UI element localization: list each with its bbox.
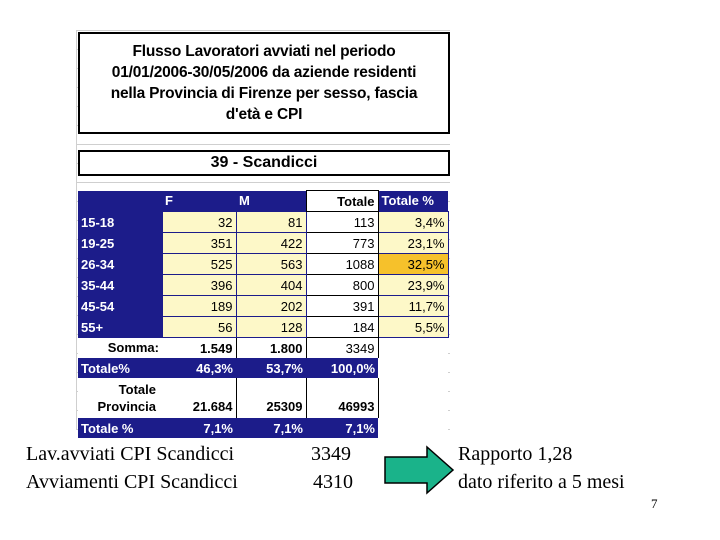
totale-provincia-empty: [378, 378, 448, 418]
header-totale: Totale: [305, 190, 379, 212]
cell-pct-highlight: 32,5%: [377, 253, 449, 275]
cell-f: 189: [161, 295, 237, 317]
totale-pct-label: Totale%: [78, 358, 162, 378]
somma-label: Somma:: [78, 337, 162, 358]
totale-provincia-label-line1: Totale: [118, 382, 156, 397]
page-number: 7: [651, 496, 658, 511]
spreadsheet-image: Flusso Lavoratori avviati nel periodo 01…: [76, 30, 450, 438]
table-row: 45-54 189 202 391 11,7%: [78, 295, 449, 317]
cell-pct: 5,5%: [377, 316, 449, 338]
totale-pct-row: Totale% 46,3% 53,7% 100,0%: [78, 358, 448, 378]
somma-m: 1.800: [236, 337, 307, 358]
table-row: 19-25 351 422 773 23,1%: [78, 232, 449, 254]
footer-values: 3349 4310: [311, 440, 353, 496]
somma-empty: [378, 337, 448, 358]
table-row: 26-34 525 563 1088 32,5%: [78, 253, 449, 275]
ratio-line2: dato riferito a 5 mesi: [458, 471, 625, 493]
cell-tot: 800: [305, 274, 379, 296]
header-totale-pct: Totale %: [378, 190, 448, 212]
table-row: 55+ 56 128 184 5,5%: [78, 316, 449, 338]
cell-pct: 23,9%: [377, 274, 449, 296]
footer-labels: Lav.avviati CPI Scandicci Avviamenti CPI…: [26, 440, 238, 496]
footer-line2-label: Avviamenti CPI Scandicci: [26, 471, 238, 493]
header-row: F M Totale Totale %: [78, 190, 448, 212]
table-subtitle-box: 39 - Scandicci: [78, 150, 450, 176]
totale-provincia-label-line2: Provincia: [97, 399, 156, 414]
right-arrow-icon: [384, 445, 455, 495]
ratio-line1: Rapporto 1,28: [458, 443, 573, 465]
footer-line1-value: 3349: [311, 443, 351, 465]
cell-tot: 391: [305, 295, 379, 317]
row-label: 45-54: [78, 295, 162, 317]
totale-pct-tot: 100,0%: [306, 358, 378, 378]
row-label: 55+: [78, 316, 162, 338]
table-title: Flusso Lavoratori avviati nel periodo 01…: [110, 43, 418, 123]
cell-f: 351: [161, 232, 237, 254]
header-blank: [78, 190, 162, 212]
cell-m: 202: [235, 295, 307, 317]
totale-pct-f: 46,3%: [162, 358, 236, 378]
totale-provincia-row: Totale Provincia 21.684 25309 46993: [78, 378, 448, 418]
cell-f: 32: [161, 211, 237, 233]
cell-f: 56: [161, 316, 237, 338]
cell-m: 81: [235, 211, 307, 233]
cell-f: 396: [161, 274, 237, 296]
header-m: M: [236, 190, 306, 212]
row-label: 15-18: [78, 211, 162, 233]
totale-pct2-m: 7,1%: [236, 418, 306, 438]
cell-tot: 773: [305, 232, 379, 254]
table-row: 35-44 396 404 800 23,9%: [78, 274, 449, 296]
cell-pct: 11,7%: [377, 295, 449, 317]
totale-pct-m: 53,7%: [236, 358, 306, 378]
row-label: 35-44: [78, 274, 162, 296]
cell-pct: 23,1%: [377, 232, 449, 254]
table-row: 15-18 32 81 113 3,4%: [78, 211, 449, 233]
cell-pct: 3,4%: [377, 211, 449, 233]
footer-ratio: Rapporto 1,28 dato riferito a 5 mesi: [458, 440, 625, 496]
data-table: F M Totale Totale % 15-18 32 81 113 3,4%…: [78, 190, 449, 438]
cell-tot: 113: [305, 211, 379, 233]
table-subtitle: 39 - Scandicci: [210, 154, 318, 171]
footer-line2-value: 4310: [313, 471, 353, 493]
totale-pct-empty: [378, 358, 448, 378]
totale-pct2-tot: 7,1%: [306, 418, 378, 438]
cell-m: 563: [235, 253, 307, 275]
somma-f: 1.549: [162, 337, 237, 358]
somma-tot: 3349: [306, 337, 379, 358]
totale-pct2-empty: [378, 418, 448, 438]
cell-tot: 184: [305, 316, 379, 338]
totale-provincia-label: Totale Provincia: [78, 378, 162, 418]
cell-tot: 1088: [305, 253, 379, 275]
row-label: 26-34: [78, 253, 162, 275]
cell-m: 404: [235, 274, 307, 296]
cell-m: 128: [235, 316, 307, 338]
table-title-box: Flusso Lavoratori avviati nel periodo 01…: [78, 32, 450, 134]
footer-line1-label: Lav.avviati CPI Scandicci: [26, 443, 235, 465]
row-label: 19-25: [78, 232, 162, 254]
totale-provincia-f: 21.684: [162, 378, 237, 418]
totale-provincia-m: 25309: [236, 378, 307, 418]
cell-f: 525: [161, 253, 237, 275]
somma-row: Somma: 1.549 1.800 3349: [78, 337, 448, 358]
totale-pct2-row: Totale % 7,1% 7,1% 7,1%: [78, 418, 448, 438]
cell-m: 422: [235, 232, 307, 254]
totale-pct2-f: 7,1%: [162, 418, 236, 438]
totale-provincia-tot: 46993: [306, 378, 379, 418]
totale-pct2-label: Totale %: [78, 418, 162, 438]
header-f: F: [162, 190, 236, 212]
